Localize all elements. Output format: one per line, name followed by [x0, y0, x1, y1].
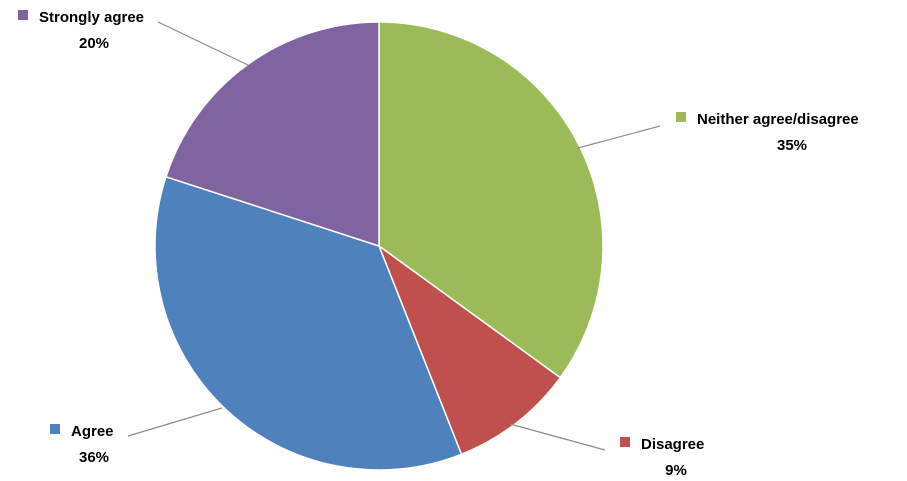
slice-labels: Neither agree/disagree 35% Disagree 9% Agree… — [18, 9, 859, 479]
legend-marker-strongly-agree — [18, 10, 28, 20]
slice-label-disagree: Disagree — [641, 436, 704, 453]
pie-slices — [154, 21, 604, 471]
legend-marker-neither-agree-disagree — [676, 112, 686, 122]
slice-percent-agree: 36% — [79, 449, 109, 466]
leader-line-neither-agree-disagree — [577, 125, 661, 149]
legend-marker-agree — [50, 424, 60, 434]
legend-marker-disagree — [620, 437, 630, 447]
leader-lines — [127, 21, 661, 451]
slice-label-neither-agree-disagree: Neither agree/disagree — [697, 111, 859, 128]
slice-percent-strongly-agree: 20% — [79, 35, 109, 52]
pie-slice-neither-agree-disagree — [378, 21, 604, 379]
pie-slice-agree — [154, 175, 463, 471]
pie-slice-disagree — [377, 243, 562, 456]
leader-line-agree — [127, 407, 223, 437]
slice-label-strongly-agree: Strongly agree — [39, 9, 144, 26]
slice-percent-disagree: 9% — [665, 462, 687, 479]
leader-line-strongly-agree — [157, 21, 249, 66]
leader-line-disagree — [509, 423, 606, 451]
slice-percent-neither-agree-disagree: 35% — [777, 137, 807, 154]
slice-label-agree: Agree — [71, 423, 114, 440]
